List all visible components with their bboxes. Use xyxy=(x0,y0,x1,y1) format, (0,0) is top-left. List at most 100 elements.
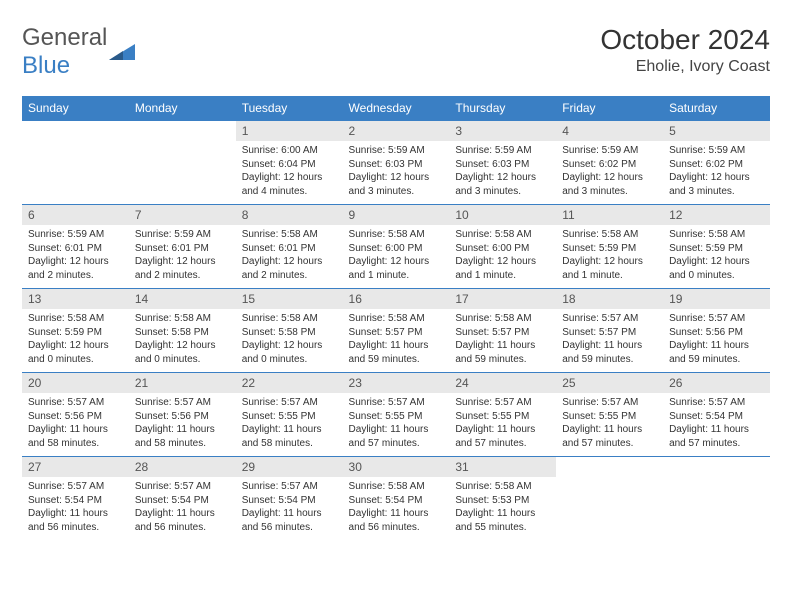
day-content: Sunrise: 5:58 AMSunset: 5:58 PMDaylight:… xyxy=(129,309,236,372)
sunrise: Sunrise: 5:58 AM xyxy=(242,228,337,242)
day-content: Sunrise: 5:58 AMSunset: 5:54 PMDaylight:… xyxy=(343,477,450,540)
day-number: 15 xyxy=(236,289,343,309)
sunset: Sunset: 5:57 PM xyxy=(349,326,444,340)
day-cell: 26Sunrise: 5:57 AMSunset: 5:54 PMDayligh… xyxy=(663,373,770,457)
day-cell: 4Sunrise: 5:59 AMSunset: 6:02 PMDaylight… xyxy=(556,121,663,205)
day-header-thu: Thursday xyxy=(449,96,556,120)
sunset: Sunset: 5:54 PM xyxy=(242,494,337,508)
sunrise: Sunrise: 5:58 AM xyxy=(349,228,444,242)
day-header-sun: Sunday xyxy=(22,96,129,120)
week-row: 6Sunrise: 5:59 AMSunset: 6:01 PMDaylight… xyxy=(22,205,770,289)
logo-text: General Blue xyxy=(22,24,107,80)
day-number: 4 xyxy=(556,121,663,141)
daylight: Daylight: 12 hours and 4 minutes. xyxy=(242,171,337,198)
sunset: Sunset: 5:56 PM xyxy=(28,410,123,424)
week-row: 20Sunrise: 5:57 AMSunset: 5:56 PMDayligh… xyxy=(22,373,770,457)
daylight: Daylight: 11 hours and 57 minutes. xyxy=(349,423,444,450)
day-cell: 5Sunrise: 5:59 AMSunset: 6:02 PMDaylight… xyxy=(663,121,770,205)
sunrise: Sunrise: 5:58 AM xyxy=(455,480,550,494)
sunrise: Sunrise: 5:59 AM xyxy=(455,144,550,158)
daylight: Daylight: 11 hours and 57 minutes. xyxy=(669,423,764,450)
day-number: 26 xyxy=(663,373,770,393)
sunrise: Sunrise: 5:59 AM xyxy=(135,228,230,242)
sunrise: Sunrise: 6:00 AM xyxy=(242,144,337,158)
sunset: Sunset: 6:01 PM xyxy=(28,242,123,256)
day-number: 12 xyxy=(663,205,770,225)
day-number: 18 xyxy=(556,289,663,309)
daylight: Daylight: 12 hours and 2 minutes. xyxy=(135,255,230,282)
day-content: Sunrise: 5:57 AMSunset: 5:57 PMDaylight:… xyxy=(556,309,663,372)
day-content: Sunrise: 5:59 AMSunset: 6:02 PMDaylight:… xyxy=(663,141,770,204)
sunrise: Sunrise: 5:58 AM xyxy=(455,228,550,242)
day-content: Sunrise: 5:58 AMSunset: 6:01 PMDaylight:… xyxy=(236,225,343,288)
day-number: 20 xyxy=(22,373,129,393)
sunrise: Sunrise: 5:57 AM xyxy=(349,396,444,410)
daylight: Daylight: 12 hours and 1 minute. xyxy=(455,255,550,282)
day-cell: 28Sunrise: 5:57 AMSunset: 5:54 PMDayligh… xyxy=(129,457,236,541)
day-number: 24 xyxy=(449,373,556,393)
daylight: Daylight: 12 hours and 1 minute. xyxy=(562,255,657,282)
sunset: Sunset: 5:56 PM xyxy=(669,326,764,340)
day-content: Sunrise: 5:57 AMSunset: 5:54 PMDaylight:… xyxy=(129,477,236,540)
sunset: Sunset: 5:58 PM xyxy=(242,326,337,340)
day-content: Sunrise: 5:58 AMSunset: 6:00 PMDaylight:… xyxy=(449,225,556,288)
day-content: Sunrise: 5:59 AMSunset: 6:03 PMDaylight:… xyxy=(449,141,556,204)
day-number: 7 xyxy=(129,205,236,225)
day-cell: 3Sunrise: 5:59 AMSunset: 6:03 PMDaylight… xyxy=(449,121,556,205)
day-number: 31 xyxy=(449,457,556,477)
day-number: 3 xyxy=(449,121,556,141)
daylight: Daylight: 11 hours and 58 minutes. xyxy=(28,423,123,450)
calendar-table: Sunday Monday Tuesday Wednesday Thursday… xyxy=(22,96,770,120)
day-number: 25 xyxy=(556,373,663,393)
day-cell: 18Sunrise: 5:57 AMSunset: 5:57 PMDayligh… xyxy=(556,289,663,373)
sunset: Sunset: 5:57 PM xyxy=(455,326,550,340)
day-content: Sunrise: 5:58 AMSunset: 5:59 PMDaylight:… xyxy=(556,225,663,288)
day-number: 27 xyxy=(22,457,129,477)
triangle-icon xyxy=(109,42,135,62)
day-content: Sunrise: 5:59 AMSunset: 6:03 PMDaylight:… xyxy=(343,141,450,204)
sunset: Sunset: 6:04 PM xyxy=(242,158,337,172)
day-cell: 23Sunrise: 5:57 AMSunset: 5:55 PMDayligh… xyxy=(343,373,450,457)
day-cell: 7 Sunrise: 5:59 AMSunset: 6:01 PMDaylight… xyxy=(129,205,236,289)
title-block: October 2024 Eholie, Ivory Coast xyxy=(600,24,770,76)
sunset: Sunset: 5:59 PM xyxy=(562,242,657,256)
sunrise: Sunrise: 5:58 AM xyxy=(28,312,123,326)
sunrise: Sunrise: 5:57 AM xyxy=(28,480,123,494)
day-cell: 19Sunrise: 5:57 AMSunset: 5:56 PMDayligh… xyxy=(663,289,770,373)
sunrise: Sunrise: 5:57 AM xyxy=(135,396,230,410)
sunset: Sunset: 6:03 PM xyxy=(455,158,550,172)
day-cell: 17 Sunrise: 5:58 AMSunset: 5:57 PMDayligh… xyxy=(449,289,556,373)
day-cell: 11Sunrise: 5:58 AMSunset: 5:59 PMDayligh… xyxy=(556,205,663,289)
day-cell: 25Sunrise: 5:57 AMSunset: 5:55 PMDayligh… xyxy=(556,373,663,457)
day-header-tue: Tuesday xyxy=(236,96,343,120)
daylight: Daylight: 11 hours and 56 minutes. xyxy=(349,507,444,534)
sunrise: Sunrise: 5:58 AM xyxy=(349,312,444,326)
daylight: Daylight: 11 hours and 59 minutes. xyxy=(669,339,764,366)
day-cell: 27Sunrise: 5:57 AMSunset: 5:54 PMDayligh… xyxy=(22,457,129,541)
day-header-wed: Wednesday xyxy=(343,96,450,120)
week-row: 27Sunrise: 5:57 AMSunset: 5:54 PMDayligh… xyxy=(22,457,770,541)
sunset: Sunset: 5:56 PM xyxy=(135,410,230,424)
day-content: Sunrise: 5:57 AMSunset: 5:55 PMDaylight:… xyxy=(449,393,556,456)
day-cell: 13Sunrise: 5:58 AMSunset: 5:59 PMDayligh… xyxy=(22,289,129,373)
day-cell: 6Sunrise: 5:59 AMSunset: 6:01 PMDaylight… xyxy=(22,205,129,289)
sunset: Sunset: 5:55 PM xyxy=(562,410,657,424)
sunrise: Sunrise: 5:58 AM xyxy=(455,312,550,326)
day-number: 17 xyxy=(449,289,556,309)
day-content: Sunrise: 5:57 AMSunset: 5:56 PMDaylight:… xyxy=(663,309,770,372)
day-cell: 22Sunrise: 5:57 AMSunset: 5:55 PMDayligh… xyxy=(236,373,343,457)
day-content: Sunrise: 5:57 AMSunset: 5:56 PMDaylight:… xyxy=(129,393,236,456)
sunset: Sunset: 6:01 PM xyxy=(135,242,230,256)
sunset: Sunset: 5:59 PM xyxy=(669,242,764,256)
daylight: Daylight: 11 hours and 59 minutes. xyxy=(455,339,550,366)
daylight: Daylight: 12 hours and 2 minutes. xyxy=(28,255,123,282)
sunrise: Sunrise: 5:57 AM xyxy=(242,480,337,494)
sunrise: Sunrise: 5:58 AM xyxy=(562,228,657,242)
daylight: Daylight: 11 hours and 58 minutes. xyxy=(242,423,337,450)
week-row: 1Sunrise: 6:00 AMSunset: 6:04 PMDaylight… xyxy=(22,121,770,205)
day-content: Sunrise: 5:57 AMSunset: 5:55 PMDaylight:… xyxy=(556,393,663,456)
day-cell: 15Sunrise: 5:58 AMSunset: 5:58 PMDayligh… xyxy=(236,289,343,373)
day-number: 11 xyxy=(556,205,663,225)
day-content: Sunrise: 5:59 AMSunset: 6:02 PMDaylight:… xyxy=(556,141,663,204)
sunset: Sunset: 5:57 PM xyxy=(562,326,657,340)
